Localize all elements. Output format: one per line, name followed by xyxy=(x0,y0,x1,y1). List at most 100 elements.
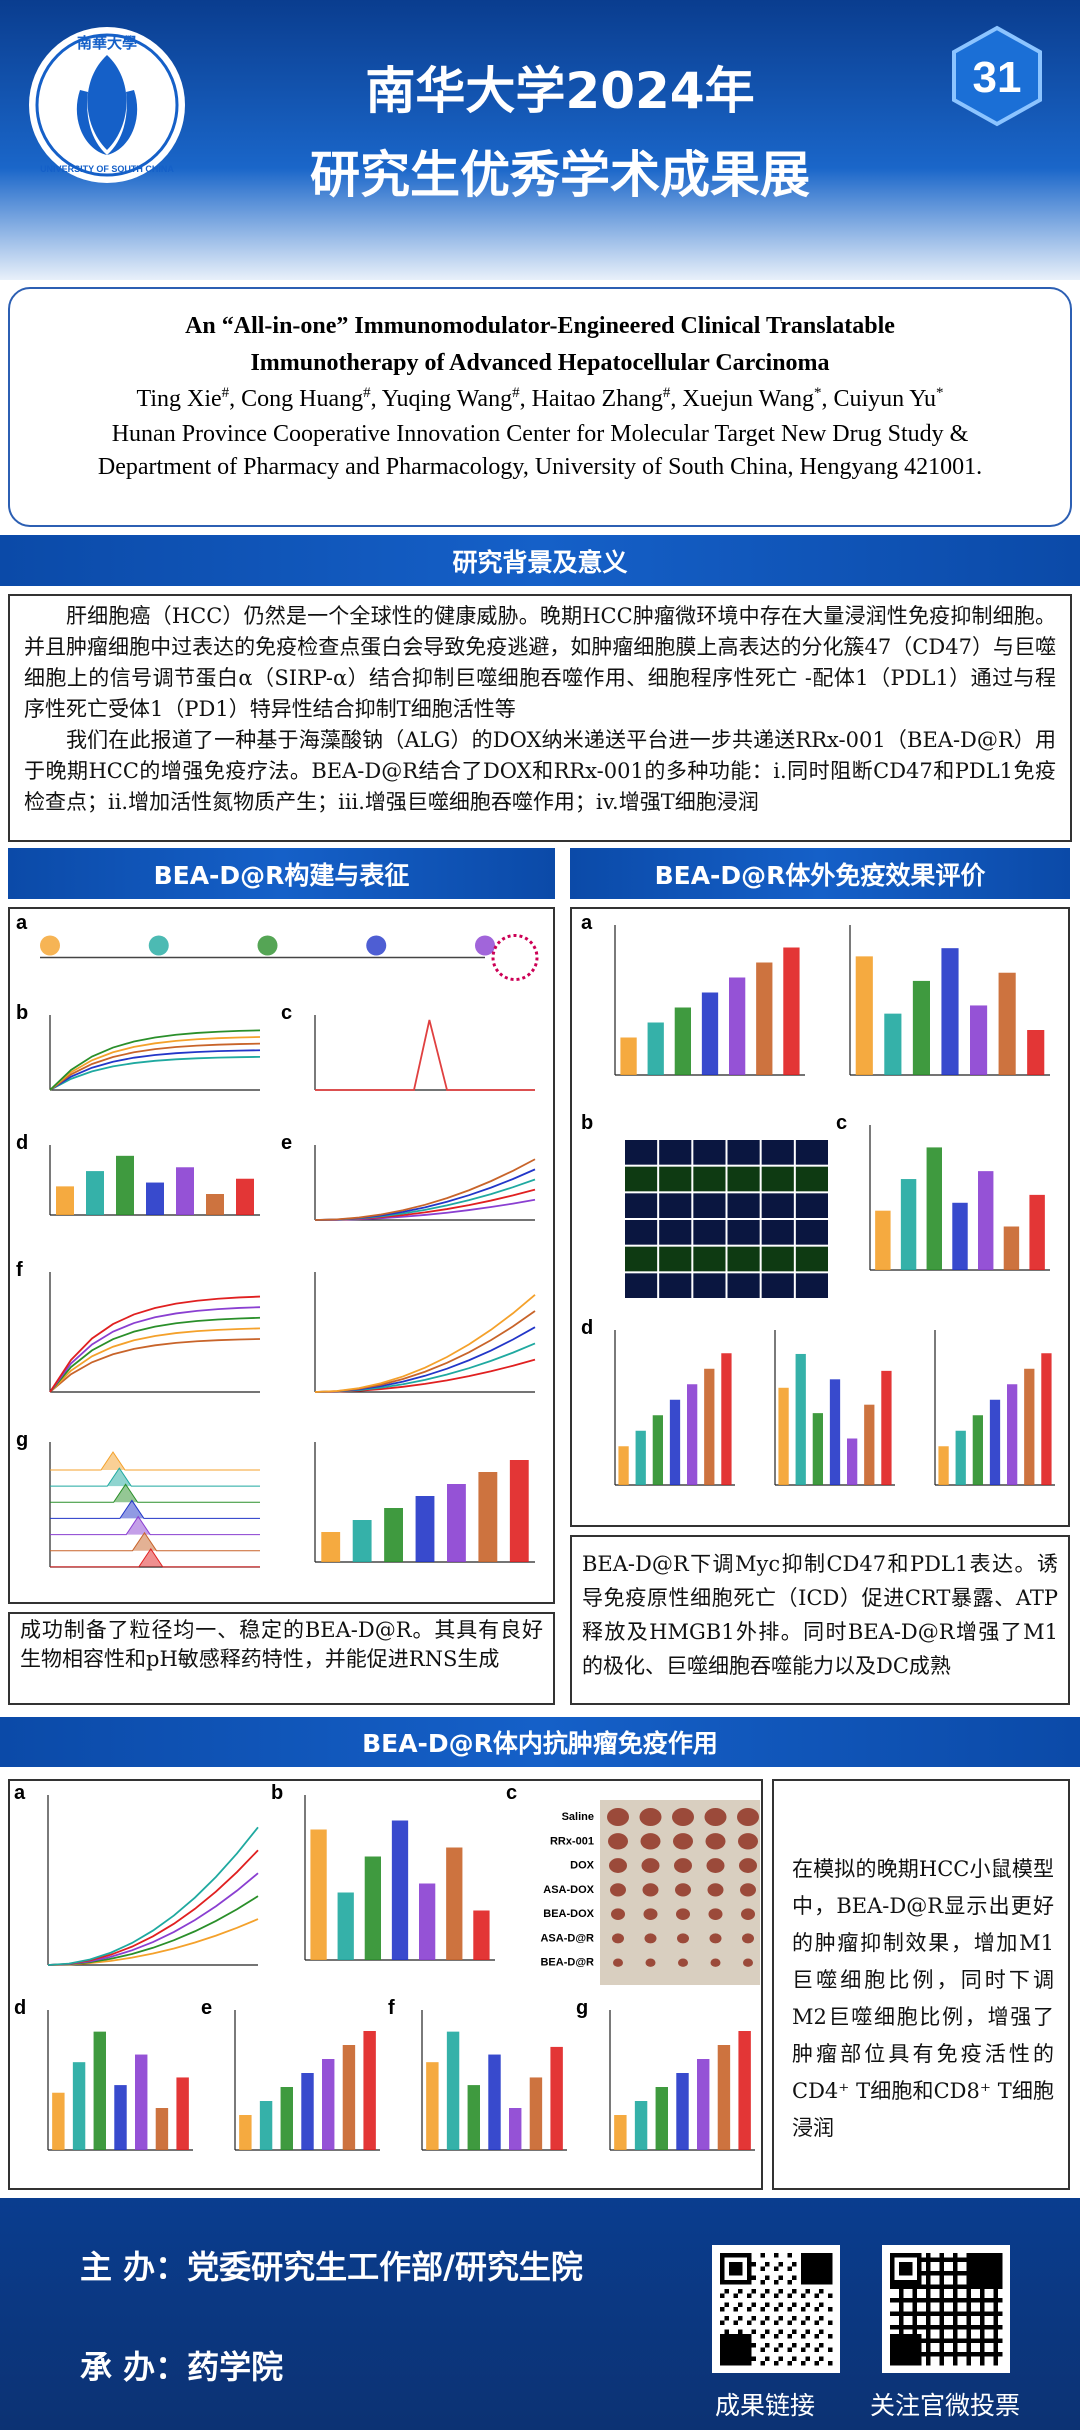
qr-module xyxy=(980,2311,985,2316)
qr-module xyxy=(742,2253,747,2258)
qr-module xyxy=(989,2338,994,2343)
qr-module xyxy=(980,2302,985,2307)
qr-module xyxy=(957,2284,962,2289)
qr-module xyxy=(939,2311,944,2316)
qr-module xyxy=(989,2271,994,2276)
qr-module xyxy=(823,2253,828,2258)
qr-module xyxy=(939,2262,944,2267)
logo-english: UNIVERSITY OF SOUTH CHINA xyxy=(40,164,174,174)
qr-module xyxy=(801,2271,806,2276)
qr-module xyxy=(720,2266,725,2271)
qr-module xyxy=(899,2289,904,2294)
qr-module xyxy=(980,2347,985,2352)
qr-module xyxy=(733,2307,738,2312)
qr-module xyxy=(971,2275,976,2280)
micrograph xyxy=(761,1246,794,1272)
qr-module xyxy=(760,2253,765,2258)
qr-module xyxy=(778,2289,783,2294)
qr-module xyxy=(966,2266,971,2271)
qr-module xyxy=(738,2302,743,2307)
qr-module xyxy=(926,2356,931,2361)
qr-module xyxy=(957,2325,962,2330)
qr-module xyxy=(966,2298,971,2303)
qr-module xyxy=(939,2293,944,2298)
qr-module xyxy=(926,2275,931,2280)
qr-module xyxy=(828,2347,833,2352)
qr-module xyxy=(733,2320,738,2325)
qr-module xyxy=(733,2262,738,2267)
qr-module xyxy=(912,2338,917,2343)
qr-module xyxy=(760,2361,765,2366)
qr-module xyxy=(733,2293,738,2298)
decor-bar xyxy=(259,2101,273,2150)
decor-hist xyxy=(50,1499,260,1519)
qr-module xyxy=(917,2257,922,2262)
qr-module xyxy=(962,2257,967,2262)
qr-module xyxy=(912,2347,917,2352)
decor-bar xyxy=(419,1883,436,1960)
qr-module xyxy=(980,2356,985,2361)
qr-module xyxy=(890,2311,895,2316)
tumor xyxy=(639,1808,662,1826)
decor-bar xyxy=(812,1413,823,1485)
micrograph xyxy=(761,1140,794,1165)
decor-bar xyxy=(446,2031,460,2150)
decor-bar xyxy=(998,972,1016,1075)
header-art: 南華大學 UNIVERSITY OF SOUTH CHINA 南华大学2024年… xyxy=(29,25,1042,204)
qr-module xyxy=(724,2302,729,2307)
qr-module xyxy=(984,2275,989,2280)
qr-module xyxy=(966,2257,971,2262)
qr-module xyxy=(742,2347,747,2352)
qr-module xyxy=(805,2257,810,2262)
qr-module xyxy=(751,2356,756,2361)
qr-module xyxy=(765,2262,770,2267)
decor-bar xyxy=(550,2046,563,2150)
qr-module xyxy=(939,2284,944,2289)
micrograph xyxy=(693,1246,726,1272)
qr-module xyxy=(903,2325,908,2330)
qr-module xyxy=(720,2293,725,2298)
qr-module xyxy=(998,2284,1003,2289)
qr-module xyxy=(912,2343,917,2348)
qr-module xyxy=(953,2271,958,2276)
qr-module xyxy=(953,2280,958,2285)
qr-module xyxy=(912,2311,917,2316)
qr-module xyxy=(747,2275,752,2280)
qr-module xyxy=(729,2343,734,2348)
qr-module xyxy=(819,2262,824,2267)
qr-module xyxy=(935,2257,940,2262)
decor-line xyxy=(49,1338,261,1393)
logo-chinese: 南華大學 xyxy=(77,34,137,52)
decor-bar xyxy=(738,2031,751,2150)
qr-module xyxy=(962,2311,967,2316)
qr-module xyxy=(747,2356,752,2361)
qr-module xyxy=(921,2298,926,2303)
qr-module xyxy=(998,2253,1003,2258)
qr-module xyxy=(819,2302,824,2307)
qr-module xyxy=(742,2352,747,2357)
paper-title-1: An “All-in-one” Immunomodulator-Engineer… xyxy=(185,313,895,339)
micrograph xyxy=(795,1220,828,1245)
qr-module xyxy=(729,2347,734,2352)
qr-module xyxy=(966,2334,971,2339)
tumor xyxy=(709,1933,722,1944)
qr-module xyxy=(805,2253,810,2258)
qr-module xyxy=(899,2293,904,2298)
decor-bar xyxy=(783,947,800,1075)
qr-module xyxy=(747,2347,752,2352)
qr-module xyxy=(980,2329,985,2334)
qr-module xyxy=(926,2352,931,2357)
qr-module xyxy=(966,2293,971,2298)
qr-module xyxy=(747,2352,752,2357)
qr-module xyxy=(962,2271,967,2276)
qr-module xyxy=(778,2275,783,2280)
qr-module xyxy=(912,2320,917,2325)
qr-module xyxy=(953,2316,958,2321)
qr-module xyxy=(729,2266,734,2271)
tumor xyxy=(706,1858,725,1873)
qr-module xyxy=(953,2338,958,2343)
qr-module xyxy=(724,2329,729,2334)
qr-module xyxy=(966,2352,971,2357)
qr-module xyxy=(899,2253,904,2258)
qr-module xyxy=(792,2329,797,2334)
